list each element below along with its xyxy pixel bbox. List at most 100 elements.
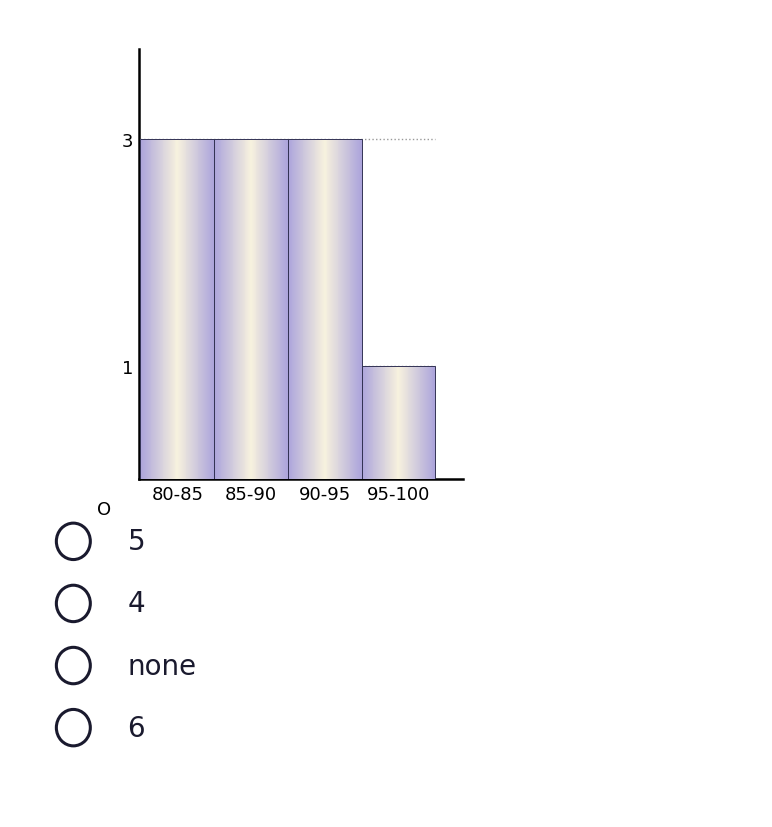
Bar	[302, 140, 303, 480]
Bar	[214, 140, 288, 480]
Bar	[184, 140, 185, 480]
Bar	[166, 140, 168, 480]
Bar	[350, 140, 351, 480]
Bar	[343, 140, 344, 480]
Bar	[144, 140, 145, 480]
Bar	[206, 140, 207, 480]
Bar	[281, 140, 283, 480]
Bar	[237, 140, 238, 480]
Bar	[178, 140, 179, 480]
Bar	[270, 140, 271, 480]
Bar	[347, 140, 349, 480]
Bar	[306, 140, 307, 480]
Bar	[183, 140, 184, 480]
Bar	[269, 140, 270, 480]
Bar	[168, 140, 169, 480]
Bar	[381, 366, 382, 480]
Bar	[385, 366, 386, 480]
Bar	[169, 140, 170, 480]
Bar	[319, 140, 320, 480]
Bar	[264, 140, 265, 480]
Bar	[275, 140, 276, 480]
Bar	[245, 140, 246, 480]
Bar	[165, 140, 166, 480]
Bar	[323, 140, 325, 480]
Bar	[204, 140, 205, 480]
Bar	[191, 140, 192, 480]
Bar	[198, 140, 199, 480]
Bar	[218, 140, 220, 480]
Bar	[412, 366, 413, 480]
Bar	[388, 366, 389, 480]
Bar	[163, 140, 164, 480]
Bar	[238, 140, 239, 480]
Bar	[335, 140, 336, 480]
Bar	[328, 140, 330, 480]
Bar	[366, 366, 367, 480]
Bar	[231, 140, 232, 480]
Bar	[292, 140, 293, 480]
Bar	[298, 140, 299, 480]
Bar	[303, 140, 304, 480]
Bar	[211, 140, 212, 480]
Bar	[224, 140, 225, 480]
Bar	[300, 140, 301, 480]
Bar	[200, 140, 201, 480]
Bar	[147, 140, 149, 480]
Bar	[361, 366, 362, 480]
Bar	[175, 140, 176, 480]
Bar	[380, 366, 381, 480]
Bar	[431, 366, 432, 480]
Bar	[305, 140, 306, 480]
Bar	[247, 140, 249, 480]
Bar	[266, 140, 268, 480]
Text: 5: 5	[127, 528, 145, 556]
Bar	[232, 140, 233, 480]
Bar	[208, 140, 209, 480]
Bar	[336, 140, 337, 480]
Bar	[401, 366, 402, 480]
Bar	[190, 140, 191, 480]
Bar	[430, 366, 431, 480]
Bar	[187, 140, 188, 480]
Bar	[359, 140, 360, 480]
Bar	[330, 140, 331, 480]
Bar	[301, 140, 302, 480]
Bar	[393, 366, 394, 480]
Bar	[201, 140, 202, 480]
Bar	[228, 140, 229, 480]
Bar	[356, 140, 357, 480]
Bar	[338, 140, 340, 480]
Bar	[311, 140, 312, 480]
Bar	[180, 140, 181, 480]
Bar	[426, 366, 427, 480]
Bar	[193, 140, 194, 480]
Bar	[397, 366, 398, 480]
Bar	[143, 140, 144, 480]
Bar	[257, 140, 259, 480]
Bar	[196, 140, 197, 480]
Bar	[155, 140, 156, 480]
Bar	[259, 140, 260, 480]
Bar	[362, 366, 364, 480]
Bar	[375, 366, 376, 480]
Bar	[227, 140, 228, 480]
Bar	[398, 366, 399, 480]
Bar	[417, 366, 418, 480]
Bar	[428, 366, 430, 480]
Bar	[203, 140, 204, 480]
Bar	[260, 140, 261, 480]
Bar	[297, 140, 298, 480]
Bar	[284, 140, 285, 480]
Bar	[241, 140, 242, 480]
Bar	[242, 140, 244, 480]
Bar	[192, 140, 193, 480]
Bar	[295, 140, 296, 480]
Bar	[382, 366, 383, 480]
Bar	[376, 366, 378, 480]
Bar	[433, 366, 435, 480]
Bar	[419, 366, 421, 480]
Bar	[254, 140, 255, 480]
Bar	[235, 140, 236, 480]
Bar	[215, 140, 216, 480]
